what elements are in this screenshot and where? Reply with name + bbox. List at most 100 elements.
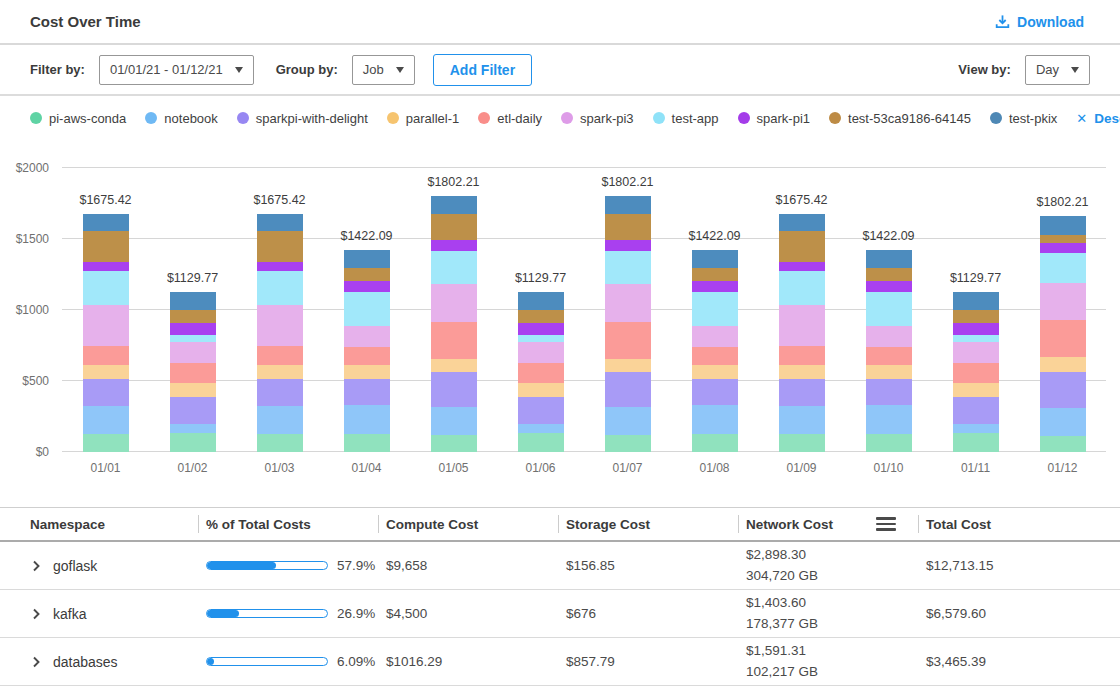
bar-segment-test-53ca9186-64145[interactable] — [779, 231, 825, 261]
legend-item-etl-daily[interactable]: etl-daily — [478, 111, 542, 126]
bar-segment-etl-daily[interactable] — [1040, 320, 1086, 357]
bar-segment-spark-pi1[interactable] — [1040, 243, 1086, 253]
bar-segment-etl-daily[interactable] — [953, 363, 999, 383]
bar-segment-etl-daily[interactable] — [518, 363, 564, 383]
bar-segment-spark-pi1[interactable] — [953, 323, 999, 335]
add-filter-button[interactable]: Add Filter — [433, 54, 532, 86]
bar-segment-etl-daily[interactable] — [344, 347, 390, 365]
bar-segment-test-app[interactable] — [344, 292, 390, 325]
bar-segment-notebook[interactable] — [431, 407, 477, 435]
bar-segment-notebook[interactable] — [518, 424, 564, 433]
bar-segment-sparkpi-with-delight[interactable] — [605, 372, 651, 407]
bar-segment-notebook[interactable] — [83, 406, 129, 435]
bar-segment-spark-pi3[interactable] — [866, 326, 912, 348]
stacked-bar-01/04[interactable]: $1422.09 — [344, 250, 390, 452]
bar-segment-test-pkix[interactable] — [83, 214, 129, 231]
legend-item-sparkpi-with-delight[interactable]: sparkpi-with-delight — [237, 111, 368, 126]
view-by-select[interactable]: Day — [1025, 55, 1090, 85]
bar-segment-sparkpi-with-delight[interactable] — [953, 397, 999, 424]
bar-segment-pi-aws-conda[interactable] — [431, 435, 477, 452]
legend-item-pi-aws-conda[interactable]: pi-aws-conda — [30, 111, 126, 126]
bar-segment-spark-pi3[interactable] — [692, 326, 738, 348]
legend-item-spark-pi3[interactable]: spark-pi3 — [561, 111, 633, 126]
bar-segment-sparkpi-with-delight[interactable] — [257, 379, 303, 406]
bar-segment-test-pkix[interactable] — [431, 196, 477, 213]
chevron-right-icon[interactable] — [30, 608, 42, 620]
bar-segment-sparkpi-with-delight[interactable] — [344, 379, 390, 406]
chevron-right-icon[interactable] — [30, 560, 42, 572]
bar-segment-spark-pi3[interactable] — [257, 305, 303, 346]
bar-segment-pi-aws-conda[interactable] — [83, 434, 129, 452]
bar-segment-pi-aws-conda[interactable] — [953, 433, 999, 452]
bar-segment-notebook[interactable] — [257, 406, 303, 435]
bar-segment-spark-pi3[interactable] — [605, 284, 651, 322]
stacked-bar-01/01[interactable]: $1675.42 — [83, 214, 129, 452]
bar-segment-test-53ca9186-64145[interactable] — [431, 214, 477, 241]
bar-segment-spark-pi1[interactable] — [83, 262, 129, 272]
stacked-bar-01/08[interactable]: $1422.09 — [692, 250, 738, 452]
bar-segment-parallel-1[interactable] — [257, 365, 303, 379]
bar-segment-pi-aws-conda[interactable] — [605, 435, 651, 452]
bar-segment-test-pkix[interactable] — [605, 196, 651, 213]
bar-segment-pi-aws-conda[interactable] — [257, 434, 303, 452]
bar-segment-spark-pi3[interactable] — [779, 305, 825, 346]
stacked-bar-01/07[interactable]: $1802.21 — [605, 196, 651, 452]
bar-segment-parallel-1[interactable] — [953, 383, 999, 398]
bar-segment-spark-pi3[interactable] — [1040, 283, 1086, 320]
bar-segment-spark-pi1[interactable] — [518, 323, 564, 335]
bar-segment-parallel-1[interactable] — [431, 359, 477, 372]
bar-segment-parallel-1[interactable] — [779, 365, 825, 379]
column-header-pct-total-costs[interactable]: % of Total Costs — [206, 517, 386, 532]
group-by-select[interactable]: Job — [352, 55, 415, 85]
stacked-bar-01/03[interactable]: $1675.42 — [257, 214, 303, 452]
bar-segment-spark-pi1[interactable] — [431, 240, 477, 251]
legend-item-test-app[interactable]: test-app — [653, 111, 719, 126]
stacked-bar-01/05[interactable]: $1802.21 — [431, 196, 477, 452]
bar-segment-etl-daily[interactable] — [170, 363, 216, 383]
bar-segment-test-53ca9186-64145[interactable] — [1040, 235, 1086, 243]
bar-segment-test-53ca9186-64145[interactable] — [692, 268, 738, 281]
bar-segment-parallel-1[interactable] — [170, 383, 216, 398]
bar-segment-notebook[interactable] — [1040, 408, 1086, 436]
bar-segment-test-app[interactable] — [518, 335, 564, 343]
bar-segment-etl-daily[interactable] — [692, 347, 738, 365]
bar-segment-pi-aws-conda[interactable] — [344, 434, 390, 452]
table-row-goflask[interactable]: goflask 57.9% $9,658 $156.85 $2,898.30 3… — [0, 542, 1120, 590]
bar-segment-spark-pi1[interactable] — [779, 262, 825, 272]
bar-segment-test-pkix[interactable] — [779, 214, 825, 231]
bar-segment-spark-pi3[interactable] — [344, 326, 390, 348]
bar-segment-test-pkix[interactable] — [953, 292, 999, 311]
bar-segment-parallel-1[interactable] — [344, 365, 390, 379]
stacked-bar-01/06[interactable]: $1129.77 — [518, 292, 564, 452]
bar-segment-parallel-1[interactable] — [605, 359, 651, 372]
bar-segment-test-app[interactable] — [1040, 253, 1086, 283]
bar-segment-test-53ca9186-64145[interactable] — [605, 214, 651, 241]
bar-segment-parallel-1[interactable] — [866, 365, 912, 379]
bar-segment-test-pkix[interactable] — [344, 250, 390, 268]
bar-segment-test-pkix[interactable] — [170, 292, 216, 311]
bar-segment-test-pkix[interactable] — [866, 250, 912, 268]
bar-segment-spark-pi1[interactable] — [692, 281, 738, 292]
bar-segment-notebook[interactable] — [692, 405, 738, 434]
legend-item-test-pkix[interactable]: test-pkix — [990, 111, 1057, 126]
bar-segment-spark-pi1[interactable] — [866, 281, 912, 292]
column-header-namespace[interactable]: Namespace — [30, 517, 206, 532]
bar-segment-etl-daily[interactable] — [605, 322, 651, 359]
bar-segment-sparkpi-with-delight[interactable] — [83, 379, 129, 406]
bar-segment-notebook[interactable] — [605, 407, 651, 435]
bar-segment-test-53ca9186-64145[interactable] — [170, 310, 216, 323]
column-header-network-cost[interactable]: Network Cost — [746, 517, 926, 532]
bar-segment-etl-daily[interactable] — [431, 322, 477, 359]
bar-segment-etl-daily[interactable] — [779, 346, 825, 366]
column-header-compute-cost[interactable]: Compute Cost — [386, 517, 566, 532]
menu-icon[interactable] — [876, 517, 896, 531]
bar-segment-notebook[interactable] — [779, 406, 825, 435]
bar-segment-sparkpi-with-delight[interactable] — [779, 379, 825, 406]
bar-segment-sparkpi-with-delight[interactable] — [431, 372, 477, 407]
bar-segment-pi-aws-conda[interactable] — [518, 433, 564, 452]
bar-segment-spark-pi1[interactable] — [257, 262, 303, 272]
bar-segment-test-app[interactable] — [692, 292, 738, 325]
bar-segment-spark-pi1[interactable] — [344, 281, 390, 292]
stacked-bar-01/10[interactable]: $1422.09 — [866, 250, 912, 452]
column-header-total-cost[interactable]: Total Cost — [926, 517, 1120, 532]
